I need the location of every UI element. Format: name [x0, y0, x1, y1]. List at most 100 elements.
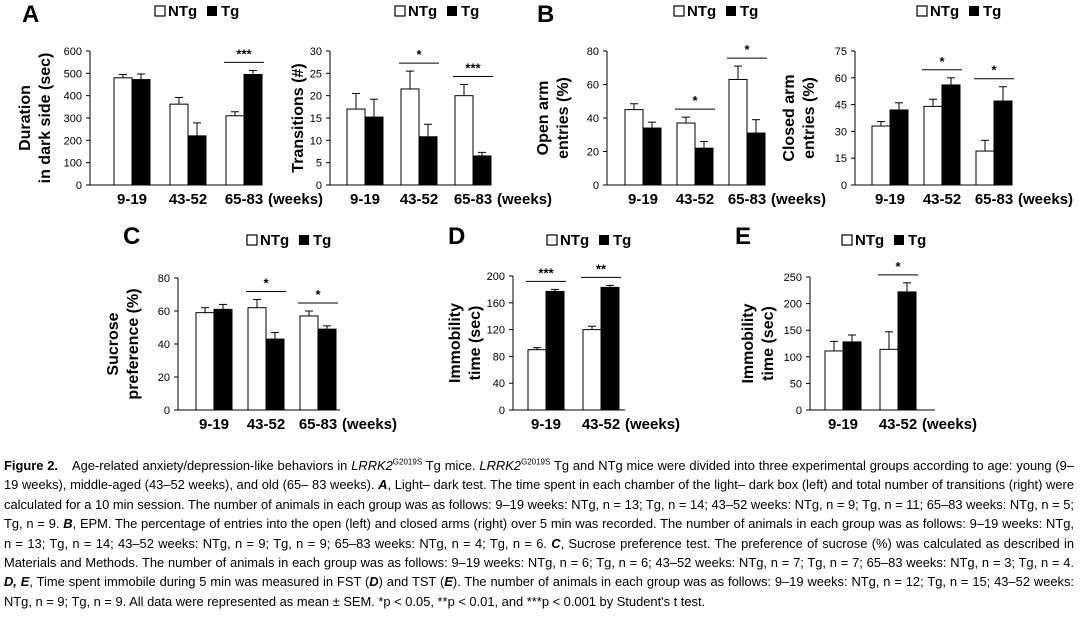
- legend-tg-swatch: [894, 235, 904, 245]
- y-tick-label-B2: 45: [835, 100, 847, 112]
- chart-A2: NTg Tg Transitions (#) 0 5 10 15 20 25 30 9-19 43-5…: [290, 3, 552, 208]
- bar-tg-C: [317, 328, 337, 411]
- x-tick-label-B1: 9-19: [628, 191, 658, 208]
- x-unit-label-A2: (weeks): [497, 191, 552, 208]
- y-axis-title-D: time (sec): [467, 306, 484, 381]
- y-tick-label-A1: 600: [64, 46, 82, 58]
- legend-E: NTg Tg: [841, 232, 926, 249]
- chart-D: D NTg Tg Immobility time (sec) 0 40 80 120 160 200…: [447, 223, 680, 433]
- y-tick-label-B1: 0: [593, 180, 599, 192]
- significance-label-E: *: [895, 259, 901, 274]
- caption-text: ) and TST (: [378, 574, 445, 590]
- bar-tg-E: [842, 341, 862, 411]
- caption-text: , Light– dark test. The time spent in ea…: [4, 477, 1074, 532]
- x-tick-label-D: 43-52: [582, 416, 620, 433]
- panel-letter-A1: A: [22, 1, 39, 28]
- y-tick-label-E: 200: [784, 299, 802, 311]
- legend-ntg-label: NTg: [168, 3, 197, 20]
- bar-tg-A1: [243, 73, 263, 186]
- bar-ntg-A1: [225, 115, 245, 186]
- legend-ntg-label: NTg: [930, 3, 959, 20]
- significance-label-C: *: [263, 275, 269, 290]
- bar-tg-A1: [131, 79, 151, 186]
- bar-ntg-B1: [624, 109, 644, 186]
- x-tick-label-A1: 65-83: [225, 191, 263, 208]
- significance-label-D: ***: [538, 265, 554, 280]
- x-tick-label-E: 9-19: [828, 416, 858, 433]
- caption-text: , EPM. The percentage of entries into th…: [4, 516, 1074, 551]
- x-tick-label-A2: 9-19: [350, 191, 380, 208]
- legend-tg-label: Tg: [461, 3, 479, 20]
- y-axis-title-B1: entries (%): [555, 77, 572, 159]
- bar-ntg-A2: [346, 108, 366, 186]
- bar-ntg-D: [582, 329, 602, 411]
- bar-tg-A1: [187, 135, 207, 186]
- y-tick-label-A2: 10: [310, 135, 322, 147]
- legend-D: NTg Tg: [546, 232, 631, 249]
- y-tick-label-B1: 60: [587, 80, 599, 92]
- y-axis-title-E: time (sec): [760, 306, 777, 381]
- legend-A1: NTg Tg: [154, 3, 239, 20]
- y-tick-label-D: 200: [487, 271, 505, 283]
- bar-tg-A2: [472, 155, 492, 186]
- bar-tg-D: [600, 286, 620, 411]
- caption-panel-ref: E: [444, 574, 453, 590]
- bar-tg-B1: [746, 132, 766, 186]
- y-tick-label-A2: 15: [310, 113, 322, 125]
- chart-B2: NTg Tg Closed arm entries (%) 0 15 30 45 60 75 9-1…: [781, 3, 1073, 208]
- bar-ntg-A1: [113, 77, 133, 186]
- y-axis-title-B2: entries (%): [801, 77, 818, 159]
- y-tick-label-A1: 200: [64, 135, 82, 147]
- significance-label-C: *: [315, 287, 321, 302]
- x-tick-label-E: 43-52: [879, 416, 917, 433]
- y-tick-label-C: 80: [158, 273, 170, 285]
- y-tick-label-B2: 0: [841, 180, 847, 192]
- y-tick-label-B1: 40: [587, 113, 599, 125]
- y-tick-label-A1: 0: [76, 180, 82, 192]
- y-axis-title-D: Immobility: [447, 303, 464, 383]
- y-tick-label-B1: 80: [587, 46, 599, 58]
- bar-tg-D: [545, 290, 565, 411]
- x-tick-label-B1: 65-83: [728, 191, 766, 208]
- y-tick-label-C: 40: [158, 339, 170, 351]
- x-tick-label-B2: 9-19: [875, 191, 905, 208]
- legend-A2: NTg Tg: [394, 3, 479, 20]
- significance-label-B1: *: [744, 42, 750, 57]
- caption-superscript: G2019S: [392, 457, 423, 467]
- x-tick-label-A2: 43-52: [400, 191, 438, 208]
- legend-tg-label: Tg: [221, 3, 239, 20]
- y-tick-label-A2: 25: [310, 68, 322, 80]
- x-tick-label-D: 9-19: [531, 416, 561, 433]
- y-axis-title-B1: Open arm: [535, 81, 552, 156]
- legend-ntg-swatch: [841, 234, 853, 246]
- y-tick-label-B2: 30: [835, 126, 847, 138]
- bar-ntg-D: [527, 349, 547, 411]
- caption-text: , Sucrose preference test. The preferenc…: [4, 535, 1074, 571]
- caption-text: Age-related anxiety/depression-like beha…: [72, 458, 352, 473]
- legend-C: NTg Tg: [246, 232, 331, 249]
- caption-panel-ref: C: [551, 535, 561, 551]
- y-tick-label-D: 80: [493, 351, 505, 363]
- legend-B1: NTg Tg: [673, 3, 758, 20]
- bar-tg-C: [265, 338, 285, 411]
- y-tick-label-D: 160: [487, 298, 505, 310]
- x-unit-label-D: (weeks): [625, 416, 680, 433]
- y-tick-label-C: 20: [158, 372, 170, 384]
- bar-ntg-B2: [923, 105, 943, 186]
- caption-panel-ref: A: [378, 477, 388, 493]
- legend-ntg-label: NTg: [560, 232, 589, 249]
- y-axis-title-A1: Duration: [17, 85, 34, 151]
- caption-gene: LRRK2: [479, 458, 521, 473]
- x-tick-label-A1: 43-52: [169, 191, 207, 208]
- bar-tg-A2: [418, 136, 438, 186]
- caption-panel-ref: B: [63, 516, 73, 532]
- bar-tg-B2: [993, 100, 1013, 186]
- caption-panel-ref: D: [369, 574, 379, 590]
- bar-ntg-C: [299, 315, 319, 411]
- legend-tg-label: Tg: [908, 232, 926, 249]
- caption-text: Tg mice.: [422, 458, 480, 473]
- y-tick-label-E: 50: [790, 378, 802, 390]
- y-tick-label-C: 60: [158, 306, 170, 318]
